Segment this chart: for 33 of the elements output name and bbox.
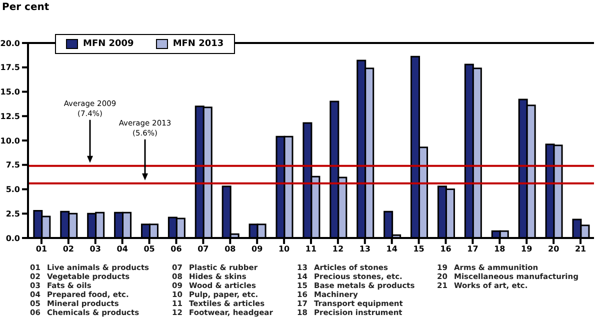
x-tick-label: 17 xyxy=(467,244,478,254)
y-tick-label: 20.0 xyxy=(0,38,20,48)
x-tick-label: 19 xyxy=(521,244,533,254)
y-tick-label: 10.0 xyxy=(0,136,20,146)
x-tick-label: 01 xyxy=(36,244,48,254)
legend-label: MFN 2013 xyxy=(172,39,224,49)
x-tick-label: 09 xyxy=(252,244,264,254)
x-tick-label: 08 xyxy=(224,244,236,254)
y-tick-label: 2.5 xyxy=(6,209,20,218)
y-axis-title: Per cent xyxy=(2,2,50,13)
x-tick-label: 14 xyxy=(386,244,398,254)
x-tick-label: 05 xyxy=(144,244,156,254)
x-tick-label: 10 xyxy=(278,244,290,254)
y-tick-label: 12.5 xyxy=(0,112,20,121)
x-tick-label: 04 xyxy=(116,244,128,254)
x-tick-label: 02 xyxy=(62,244,74,254)
legend-label: MFN 2009 xyxy=(82,39,134,49)
y-tick-label: 17.5 xyxy=(0,63,20,72)
x-tick-label: 15 xyxy=(413,244,425,254)
y-tick-label: 15.0 xyxy=(0,88,20,97)
x-tick-label: 06 xyxy=(170,244,182,254)
x-tick-label: 20 xyxy=(548,244,560,254)
x-tick-label: 13 xyxy=(359,244,370,254)
y-tick-label: 5.0 xyxy=(6,185,20,194)
x-tick-label: 11 xyxy=(305,244,317,254)
x-tick-label: 03 xyxy=(90,244,101,254)
x-tick-label: 21 xyxy=(574,244,587,254)
y-tick-label: 0.0 xyxy=(6,234,20,243)
y-tick-label: 7.5 xyxy=(6,160,20,170)
x-tick-label: 12 xyxy=(332,244,344,254)
x-tick-label: 18 xyxy=(494,244,506,254)
x-tick-label: 16 xyxy=(440,244,452,254)
x-tick-label: 07 xyxy=(198,244,209,254)
